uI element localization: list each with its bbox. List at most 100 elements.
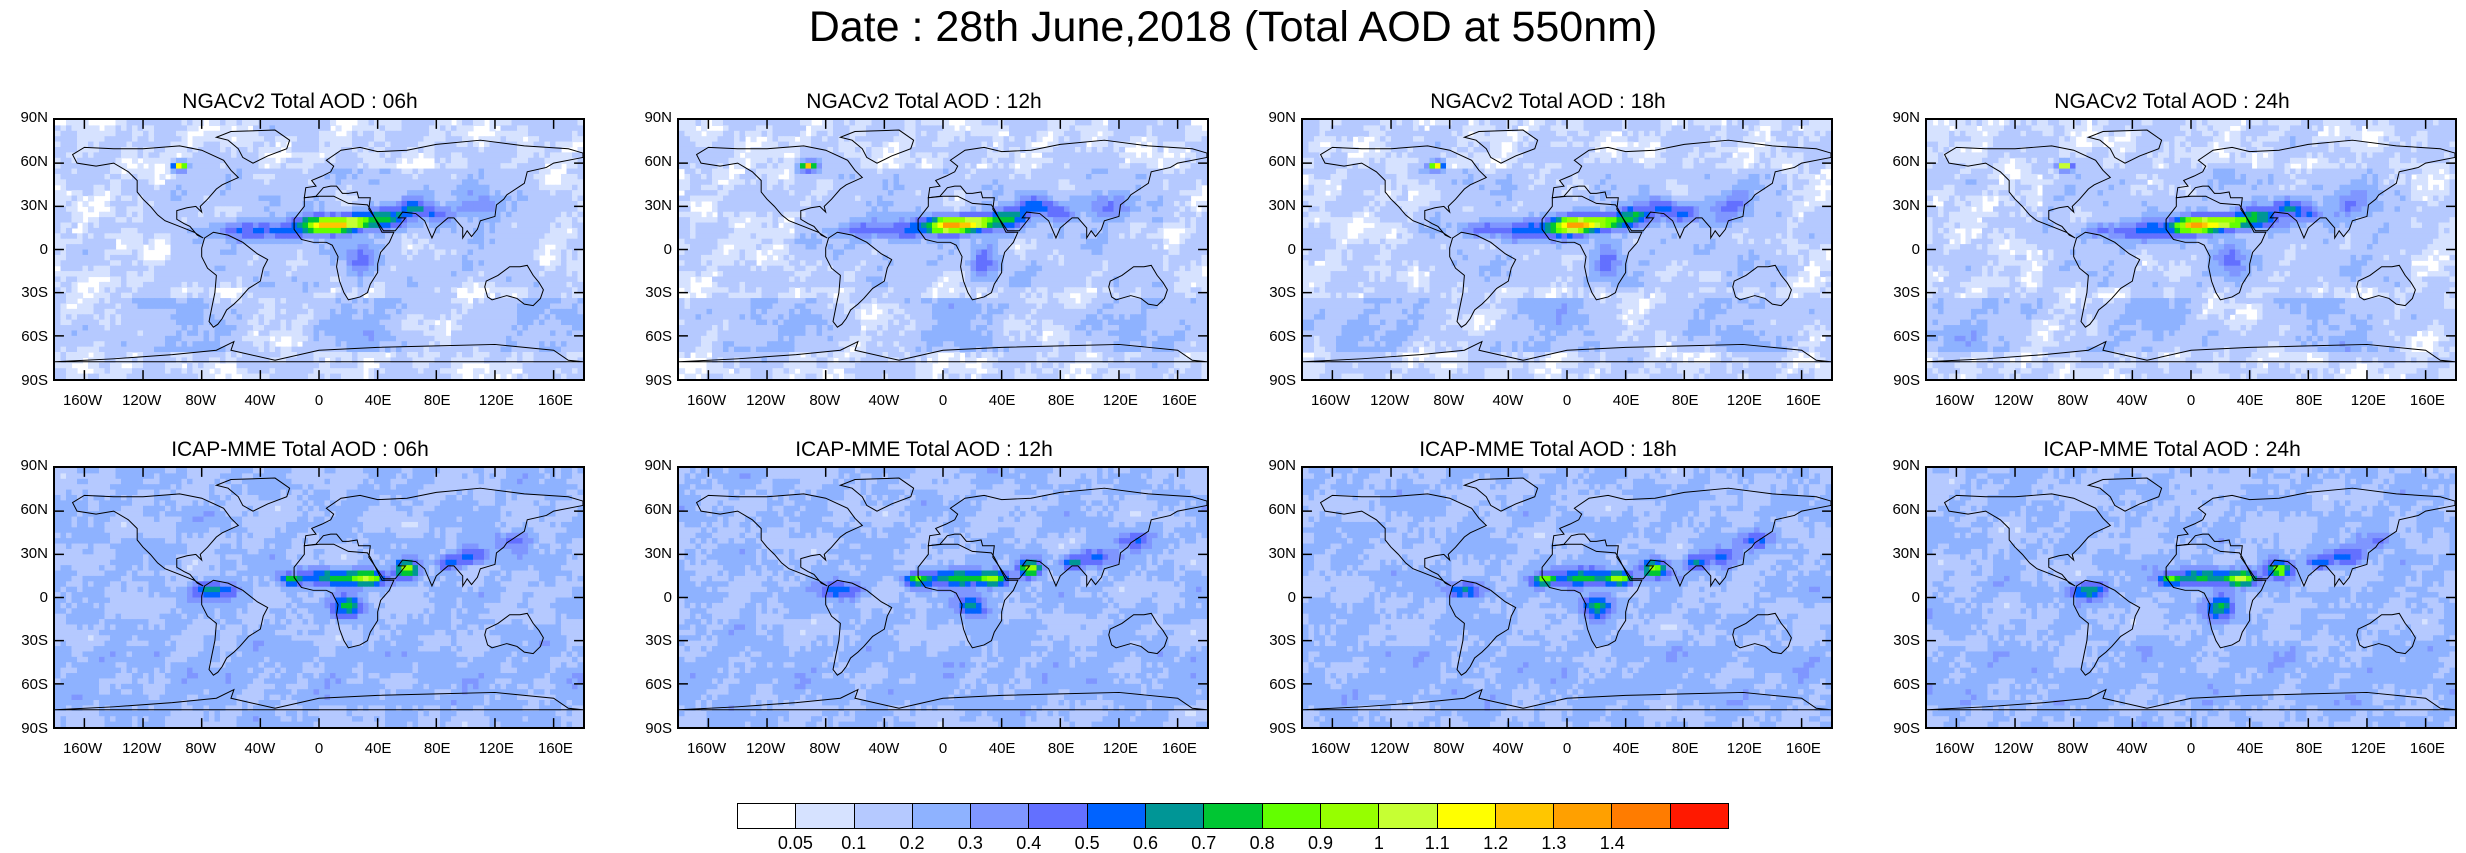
lon-tick-label: 0 xyxy=(289,392,349,410)
coastline-outline xyxy=(1943,145,2112,239)
main-title: Date : 28th June,2018 (Total AOD at 550n… xyxy=(0,2,2466,52)
colorbar-label: 0.2 xyxy=(882,834,942,853)
lon-tick-label: 80E xyxy=(1655,392,1715,410)
coastline-outline xyxy=(1732,612,1792,655)
lat-tick-label: 30S xyxy=(634,633,672,649)
lat-tick-label: 60S xyxy=(1882,329,1920,345)
aod-field xyxy=(55,120,583,379)
lat-tick-label: 0 xyxy=(1258,589,1296,606)
coastline-outline xyxy=(1319,493,1488,587)
colorbar-swatch xyxy=(1146,804,1205,828)
aod-map xyxy=(1925,466,2457,729)
aod-map xyxy=(677,466,1209,729)
colorbar-swatch xyxy=(1379,804,1438,828)
lon-tick-label: 40E xyxy=(2220,392,2280,410)
coastline-outline xyxy=(1462,129,1539,164)
panel-title: NGACv2 Total AOD : 24h xyxy=(1882,90,2462,114)
map-panel: ICAP-MME Total AOD : 24h 90N 60N 30N 0 30S 60S… xyxy=(1882,438,2462,788)
lon-tick-label: 160W xyxy=(1301,392,1361,410)
colorbar-label: 0.4 xyxy=(999,834,1059,853)
lon-tick-label: 80E xyxy=(2279,392,2339,410)
lon-tick-label: 160W xyxy=(677,740,737,758)
lon-tick-label: 40W xyxy=(2102,740,2162,758)
panel-title: ICAP-MME Total AOD : 18h xyxy=(1258,438,1838,462)
lon-tick-label: 160E xyxy=(1149,392,1209,410)
coastline-outline xyxy=(303,487,583,588)
lon-tick-label: 0 xyxy=(1537,740,1597,758)
lat-tick-label: 90N xyxy=(1882,110,1920,126)
lon-tick-label: 80E xyxy=(1655,740,1715,758)
coastline-outline xyxy=(71,493,240,587)
lon-tick-label: 80W xyxy=(1419,392,1479,410)
coastline-outline xyxy=(695,145,864,239)
lat-tick-label: 30S xyxy=(10,285,48,301)
colorbar-label: 0.3 xyxy=(940,834,1000,853)
lon-tick-label: 80W xyxy=(2043,740,2103,758)
lon-tick-label: 40E xyxy=(972,392,1032,410)
lat-tick-label: 30N xyxy=(10,545,48,562)
lat-tick-label: 60N xyxy=(10,153,48,170)
coastlines xyxy=(1303,477,1831,711)
coastline-outline xyxy=(2175,487,2455,588)
coastline-outline xyxy=(825,231,893,328)
coastlines xyxy=(55,477,583,711)
coastline-outline xyxy=(838,129,915,164)
panel-title: NGACv2 Total AOD : 06h xyxy=(10,90,590,114)
lon-tick-label: 120E xyxy=(1714,392,1774,410)
coastline-outline xyxy=(484,264,544,307)
lat-tick-label: 0 xyxy=(10,589,48,606)
coastline-outline xyxy=(1732,264,1792,307)
coastline-outline xyxy=(1303,688,1831,711)
lon-tick-label: 160W xyxy=(53,740,113,758)
colorbar-label: 0.8 xyxy=(1232,834,1292,853)
lat-tick-label: 60S xyxy=(1882,677,1920,693)
lon-tick-label: 80E xyxy=(407,740,467,758)
lon-tick-label: 160W xyxy=(677,392,737,410)
colorbar xyxy=(737,803,1729,829)
lon-tick-label: 80E xyxy=(1031,392,1091,410)
coastline-outline xyxy=(484,612,544,655)
aod-map xyxy=(1925,118,2457,381)
colorbar-swatch xyxy=(1612,804,1671,828)
coastline-outline xyxy=(1319,145,1488,239)
lat-tick-label: 0 xyxy=(1882,241,1920,258)
colorbar-label: 0.1 xyxy=(824,834,884,853)
colorbar-swatch xyxy=(854,804,913,828)
lat-tick-label: 30S xyxy=(634,285,672,301)
colorbar-swatch xyxy=(971,804,1030,828)
map-panel: NGACv2 Total AOD : 24h 90N 60N 30N 0 30S 60S 90… xyxy=(1882,90,2462,440)
lat-tick-label: 60N xyxy=(1882,153,1920,170)
colorbar-swatch xyxy=(1204,804,1263,828)
lon-tick-label: 120E xyxy=(2338,392,2398,410)
map-panel: NGACv2 Total AOD : 12h 90N 60N 30N 0 30S 60S 90… xyxy=(634,90,1214,440)
lon-tick-label: 80E xyxy=(2279,740,2339,758)
map-panel: NGACv2 Total AOD : 18h 90N 60N 30N 0 30S 60S 90… xyxy=(1258,90,1838,440)
coastline-outline xyxy=(1551,139,1831,240)
lon-tick-label: 120W xyxy=(736,740,796,758)
lon-tick-label: 40E xyxy=(972,740,1032,758)
lon-tick-label: 40W xyxy=(230,740,290,758)
lon-tick-label: 120W xyxy=(736,392,796,410)
lat-tick-label: 60N xyxy=(634,153,672,170)
aod-field xyxy=(679,120,1207,379)
lat-tick-label: 30N xyxy=(634,197,672,214)
coastline-outline xyxy=(1449,231,1517,328)
aod-field xyxy=(679,468,1207,727)
lon-tick-label: 120W xyxy=(112,740,172,758)
lon-tick-label: 120E xyxy=(1714,740,1774,758)
lon-tick-label: 0 xyxy=(913,740,973,758)
colorbar-label: 1.1 xyxy=(1407,834,1467,853)
colorbar-label: 0.6 xyxy=(1115,834,1175,853)
colorbar-swatch xyxy=(1670,804,1729,828)
aod-field xyxy=(55,468,583,727)
lon-tick-label: 40W xyxy=(1478,392,1538,410)
coastline-outline xyxy=(1927,340,2455,363)
lon-tick-label: 0 xyxy=(2161,392,2221,410)
coastline-outline xyxy=(201,579,269,676)
lon-tick-label: 0 xyxy=(913,392,973,410)
lon-tick-label: 120E xyxy=(1090,740,1150,758)
coastline-outline xyxy=(825,579,893,676)
lon-tick-label: 40W xyxy=(854,392,914,410)
lon-tick-label: 160E xyxy=(2397,392,2457,410)
aod-field xyxy=(1303,120,1831,379)
